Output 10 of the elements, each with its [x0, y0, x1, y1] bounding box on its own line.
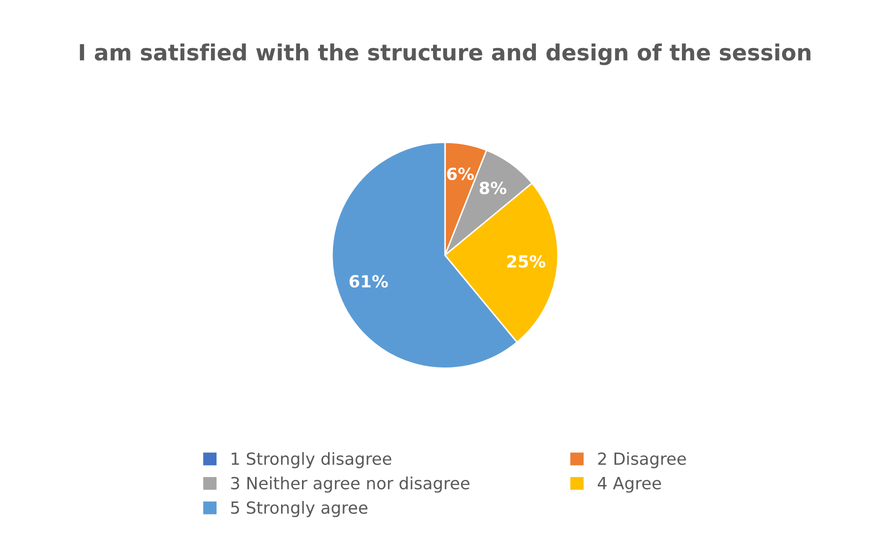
data-label: 25%: [507, 255, 546, 268]
legend-label: 3 Neither agree nor disagree: [231, 476, 470, 493]
legend-label: 2 Disagree: [598, 452, 686, 468]
legend-label: 4 Agree: [598, 477, 661, 493]
legend-label: 5 Strongly agree: [231, 501, 368, 518]
legend-label: 1 Strongly disagree: [232, 452, 392, 468]
chart-title: I am satisfied with the structure and design of the session: [80, 43, 810, 66]
data-label: 6%: [447, 168, 474, 180]
data-label: 8%: [480, 182, 506, 194]
data-label: 61%: [350, 274, 388, 288]
